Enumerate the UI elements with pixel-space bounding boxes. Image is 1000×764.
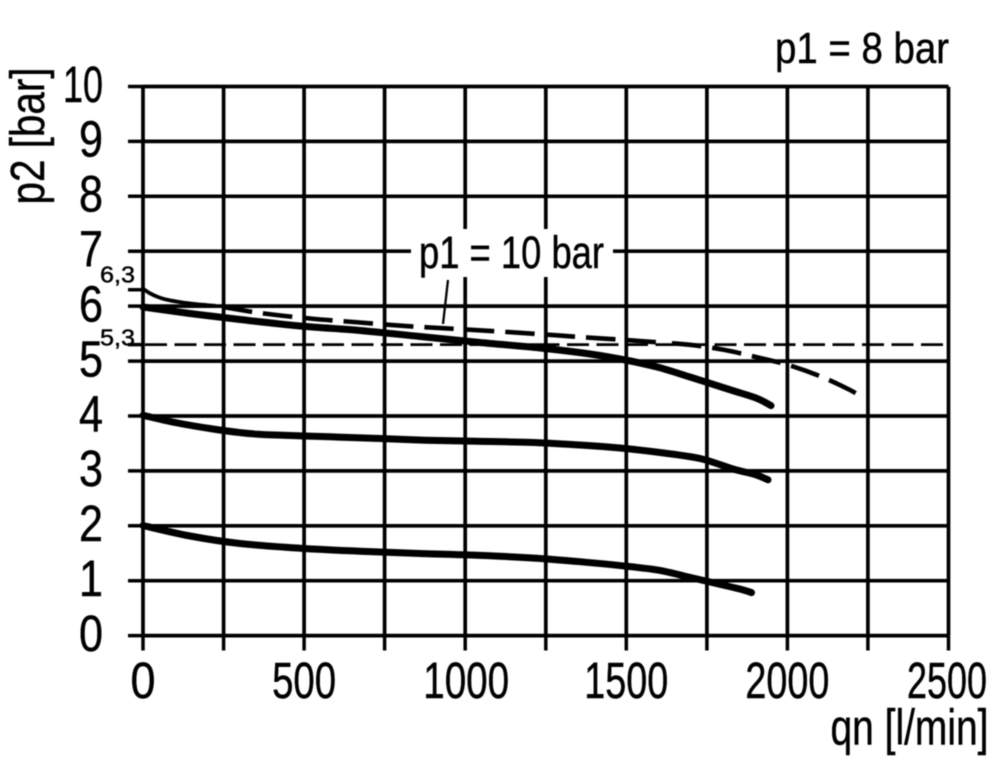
- svg-text:6: 6: [79, 275, 103, 332]
- svg-text:6,3: 6,3: [100, 262, 135, 288]
- svg-text:p1 = 8 bar: p1 = 8 bar: [775, 25, 949, 73]
- svg-text:9: 9: [79, 111, 103, 168]
- svg-text:0: 0: [131, 652, 156, 709]
- svg-text:1000: 1000: [423, 652, 509, 709]
- svg-text:8: 8: [79, 166, 103, 223]
- svg-text:4: 4: [79, 385, 103, 442]
- svg-text:1: 1: [79, 550, 103, 607]
- svg-text:2500: 2500: [907, 652, 987, 709]
- svg-text:1500: 1500: [584, 652, 668, 709]
- svg-text:2: 2: [79, 495, 103, 552]
- svg-text:p1 = 10 bar: p1 = 10 bar: [419, 227, 604, 278]
- svg-text:7: 7: [79, 221, 103, 278]
- svg-text:2000: 2000: [745, 652, 829, 709]
- svg-text:5: 5: [79, 330, 103, 387]
- svg-text:10: 10: [63, 56, 103, 113]
- svg-text:5,3: 5,3: [100, 325, 135, 351]
- svg-text:3: 3: [79, 440, 103, 497]
- svg-text:p2 [bar]: p2 [bar]: [2, 68, 55, 205]
- svg-text:500: 500: [272, 652, 336, 709]
- svg-text:qn [l/min]: qn [l/min]: [831, 700, 989, 756]
- svg-text:0: 0: [79, 605, 103, 662]
